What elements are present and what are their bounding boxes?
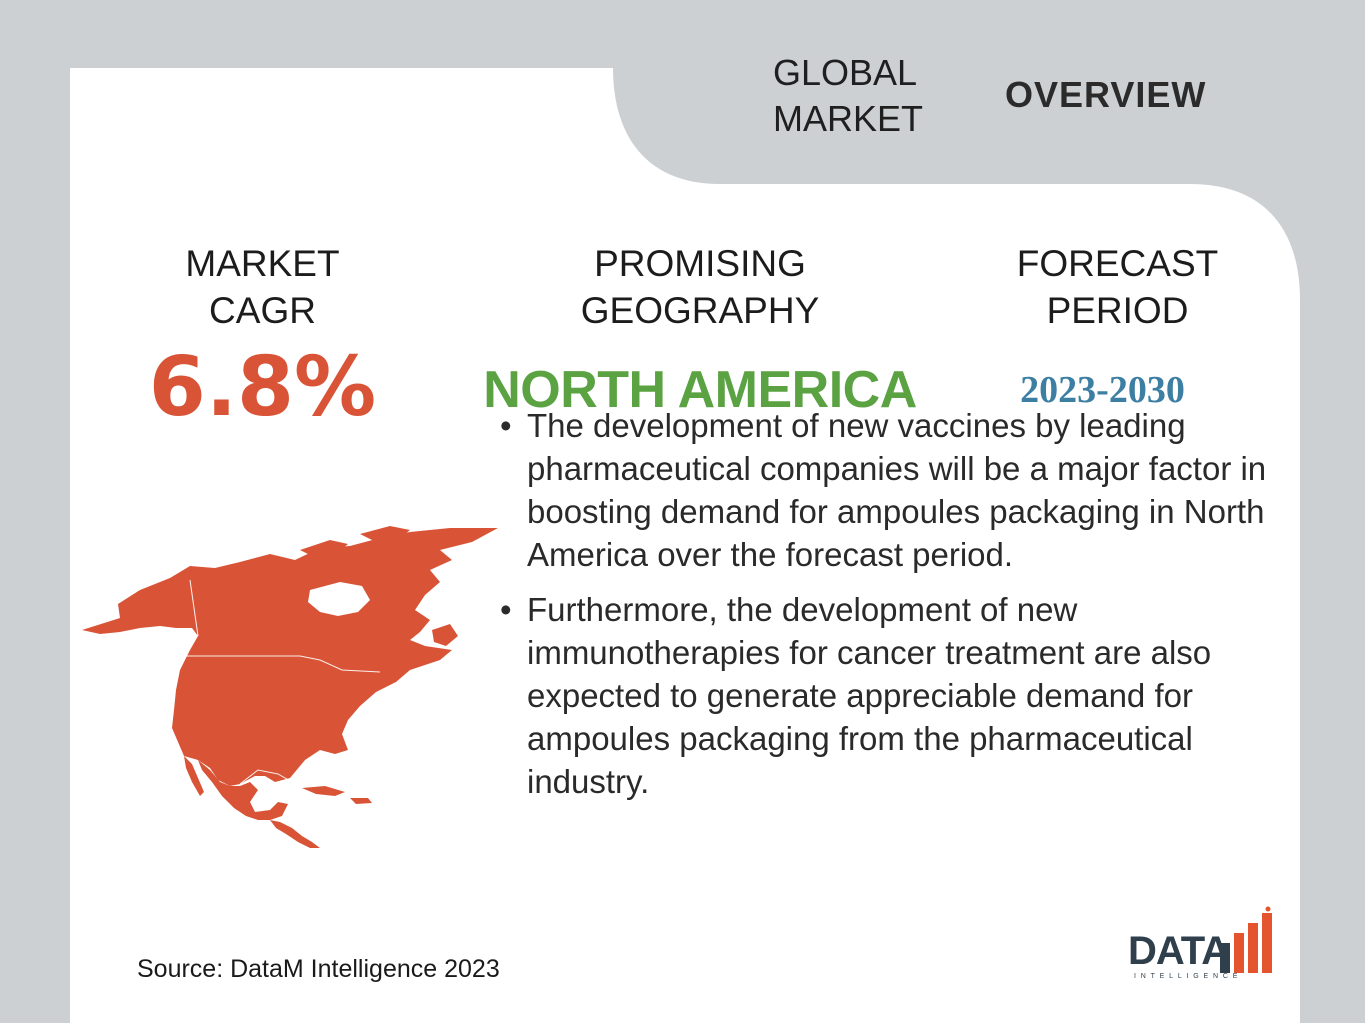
- global-market-heading: GLOBAL MARKET: [773, 52, 924, 139]
- overview-heading: OVERVIEW: [1005, 74, 1207, 115]
- bar-chart-icon: [1220, 906, 1272, 973]
- forecast-period-value: 2023-2030: [1020, 369, 1185, 411]
- card-background: [70, 68, 1300, 1023]
- insight-list: • The development of new vaccines by lead…: [500, 404, 1280, 815]
- bullet-icon: •: [500, 591, 512, 628]
- bullet-icon: •: [500, 407, 512, 444]
- overview-card: [70, 0, 1300, 1023]
- datam-logo: DATA INTELLIGENCE: [1128, 905, 1276, 985]
- promising-geography-label: PROMISING GEOGRAPHY: [580, 243, 820, 331]
- list-item: • Furthermore, the development of new imm…: [500, 588, 1280, 803]
- north-america-map-icon: [82, 526, 498, 848]
- list-item: • The development of new vaccines by lead…: [500, 404, 1280, 576]
- market-cagr-value: 6.8%: [148, 340, 377, 435]
- source-note: Source: DataM Intelligence 2023: [137, 955, 500, 983]
- promising-geography-value: NORTH AMERICA: [483, 361, 917, 419]
- forecast-period-label: FORECAST PERIOD: [1016, 243, 1219, 331]
- market-cagr-label: MARKET CAGR: [185, 243, 340, 331]
